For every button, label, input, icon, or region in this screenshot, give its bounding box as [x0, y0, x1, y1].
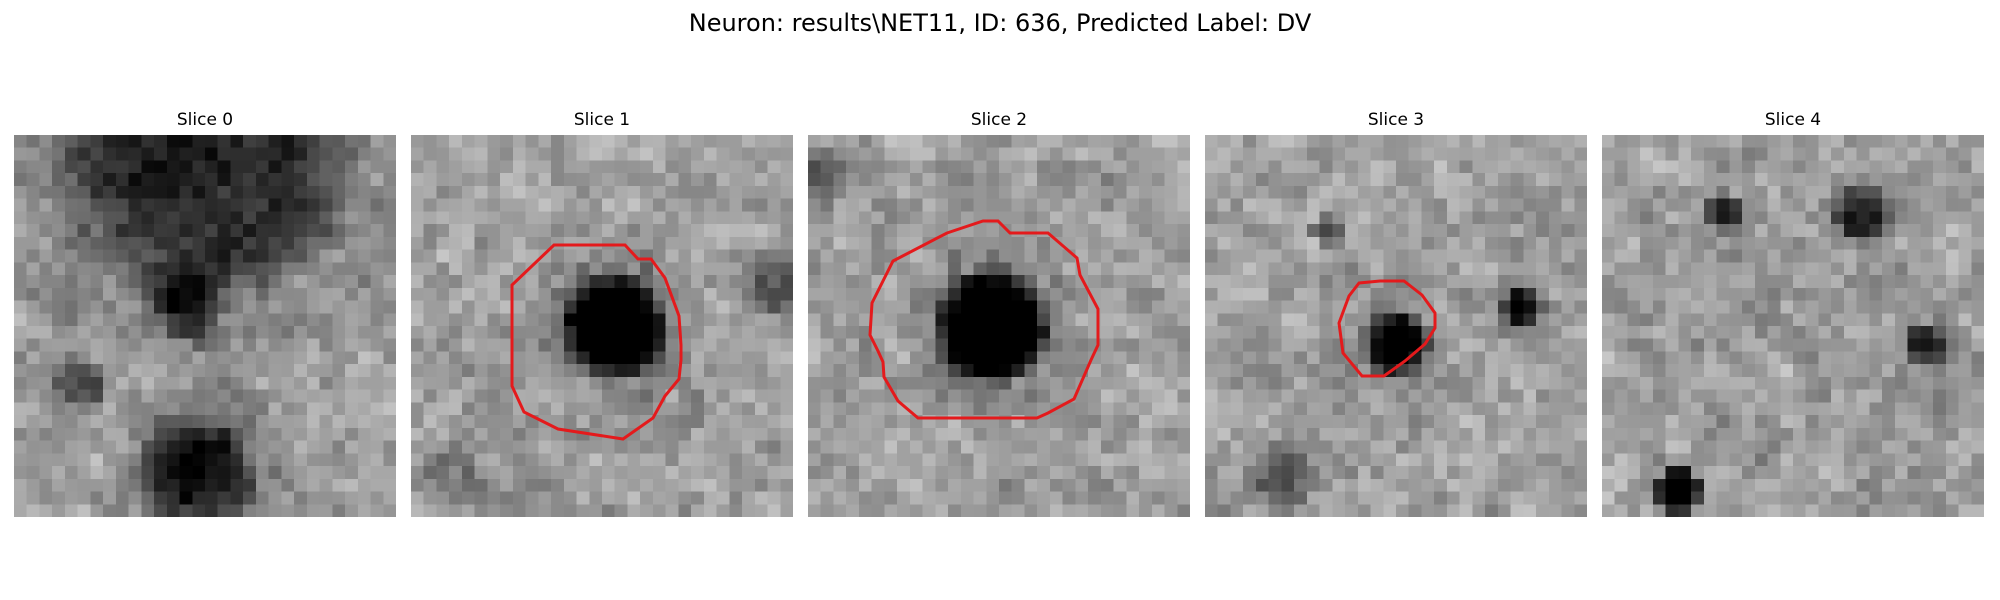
contour-line [1337, 279, 1437, 378]
slice-panel-2: Slice 2 [808, 110, 1190, 517]
slice-image [1602, 135, 1984, 517]
figure-title: Neuron: results\NET11, ID: 636, Predicte… [688, 9, 1312, 37]
contour-line [510, 243, 683, 441]
slice-panel-0: Slice 0 [14, 110, 396, 517]
segmentation-contour [1337, 279, 1437, 378]
slice-image [808, 135, 1190, 517]
slice-title: Slice 0 [176, 110, 234, 130]
slice-title: Slice 3 [1367, 110, 1425, 130]
slice-image [14, 135, 396, 517]
slice-panel-1: Slice 1 [411, 110, 793, 517]
slice-panel-3: Slice 3 [1205, 110, 1587, 517]
slice-panel-4: Slice 4 [1602, 110, 1984, 517]
contour-line [868, 219, 1100, 420]
grayscale-image [14, 135, 396, 517]
slice-title: Slice 1 [573, 110, 631, 130]
grayscale-image [1602, 135, 1984, 517]
segmentation-contour [868, 219, 1100, 420]
segmentation-contour [510, 243, 683, 441]
slice-image [411, 135, 793, 517]
slice-image [1205, 135, 1587, 517]
grayscale-image [1205, 135, 1587, 517]
slice-title: Slice 2 [970, 110, 1028, 130]
grayscale-image [411, 135, 793, 517]
slice-title: Slice 4 [1764, 110, 1822, 130]
